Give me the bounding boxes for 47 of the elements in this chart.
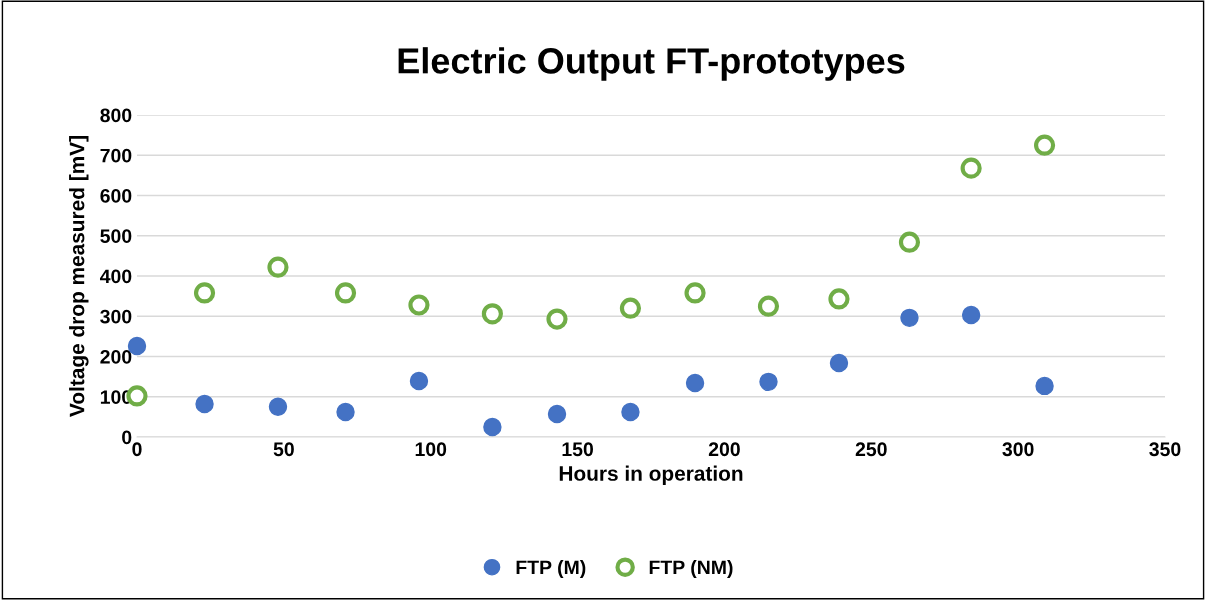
y-tick-label: 0 bbox=[122, 430, 132, 445]
point bbox=[408, 294, 430, 316]
point bbox=[481, 303, 503, 325]
y-tick-label: 300 bbox=[100, 309, 132, 324]
point bbox=[195, 394, 214, 414]
y-axis-title: Voltage drop measured [mV] bbox=[69, 136, 89, 417]
x-tick-label: 50 bbox=[273, 442, 294, 457]
y-tick-label: 700 bbox=[100, 148, 132, 163]
point bbox=[757, 295, 780, 317]
point bbox=[1035, 376, 1054, 396]
legend-label: FTP (M) bbox=[516, 559, 586, 579]
x-tick-label: 250 bbox=[855, 442, 887, 457]
y-tick-label: 600 bbox=[100, 188, 132, 203]
point bbox=[547, 404, 567, 424]
y-tick-label: 500 bbox=[100, 229, 132, 243]
x-tick-label: 350 bbox=[1149, 442, 1181, 457]
x-tick-label: 0 bbox=[132, 442, 142, 457]
point bbox=[409, 371, 429, 391]
point bbox=[1033, 134, 1056, 156]
legend-label: FTP (NM) bbox=[649, 559, 733, 579]
point bbox=[267, 256, 289, 278]
point bbox=[759, 372, 778, 392]
point bbox=[619, 297, 642, 319]
x-tick-label: 100 bbox=[415, 442, 447, 457]
point bbox=[829, 353, 849, 373]
y-tick-label: 800 bbox=[100, 108, 132, 123]
chart-title: Electric Output FT-prototypes bbox=[398, 47, 905, 81]
point bbox=[960, 157, 982, 179]
x-tick-label: 200 bbox=[708, 442, 740, 457]
x-tick-label: 300 bbox=[1002, 442, 1034, 457]
point bbox=[898, 231, 921, 253]
point bbox=[483, 417, 502, 437]
point bbox=[336, 402, 355, 422]
point bbox=[268, 397, 288, 417]
point bbox=[961, 305, 981, 325]
x-tick-label: 150 bbox=[562, 442, 593, 457]
point bbox=[828, 288, 850, 310]
x-axis-title: Hours in operation bbox=[559, 465, 743, 485]
point bbox=[621, 402, 640, 422]
point bbox=[193, 282, 216, 304]
y-tick-label: 200 bbox=[100, 349, 132, 364]
point bbox=[546, 308, 568, 330]
point bbox=[684, 282, 706, 304]
point bbox=[334, 282, 357, 304]
y-tick-label: 400 bbox=[99, 269, 132, 284]
point bbox=[685, 373, 705, 393]
point bbox=[900, 308, 919, 328]
